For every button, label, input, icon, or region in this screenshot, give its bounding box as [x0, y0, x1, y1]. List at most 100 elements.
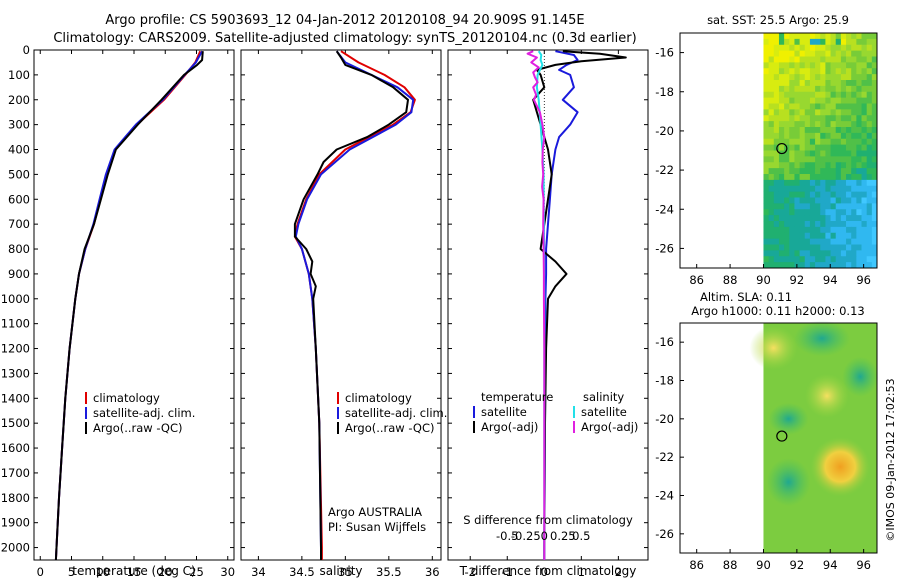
- sst-cell: [835, 91, 842, 99]
- sst-cell: [768, 144, 775, 151]
- lat-tick-label: -22: [655, 450, 674, 464]
- sst-cell: [825, 262, 831, 269]
- sst-cell: [784, 150, 790, 157]
- sst-cell: [799, 44, 806, 52]
- sst-cell: [789, 209, 795, 216]
- sst-cell: [784, 203, 790, 210]
- sst-cell: [763, 38, 770, 46]
- sst-cell: [840, 244, 847, 251]
- sst-cell: [871, 191, 878, 198]
- sst-cell: [815, 74, 821, 81]
- sst-cell: [866, 109, 873, 116]
- sst-cell: [773, 132, 780, 140]
- sst-cell: [763, 68, 770, 75]
- sst-cell: [778, 103, 785, 110]
- sst-cell: [846, 174, 852, 181]
- sla-anomaly-blob: [768, 402, 809, 435]
- sst-cell: [789, 168, 795, 175]
- sst-cell: [830, 80, 837, 87]
- depth-tick-label: 1500: [1, 416, 30, 430]
- sst-cell: [820, 238, 826, 245]
- depth-tick-label: 100: [8, 68, 30, 82]
- sst-cell: [846, 191, 852, 198]
- sst-cell: [825, 121, 831, 128]
- sst-cell: [851, 150, 857, 157]
- sst-cell: [778, 179, 785, 187]
- sst-cell: [846, 97, 852, 104]
- lon-tick-label: 90: [756, 558, 771, 572]
- sst-cell: [789, 38, 795, 46]
- sst-cell: [861, 262, 868, 269]
- sst-cell: [789, 215, 795, 222]
- sst-cell: [820, 226, 826, 234]
- sst-cell: [825, 162, 831, 169]
- sst-cell: [866, 221, 873, 228]
- sst-cell: [851, 244, 857, 251]
- sst-cell: [820, 262, 826, 269]
- sst-cell: [815, 44, 821, 52]
- sst-cell: [773, 68, 780, 75]
- sla-anomaly-blob: [810, 436, 871, 497]
- sst-cell: [871, 56, 878, 63]
- legend-label-t-argo: Argo(-adj): [481, 420, 538, 434]
- sst-cell: [825, 174, 831, 181]
- sst-cell: [763, 44, 770, 52]
- lon-tick-label: 86: [689, 273, 704, 287]
- sst-cell: [871, 74, 878, 81]
- sst-cell: [773, 109, 780, 116]
- salinity-series: [293, 50, 416, 560]
- sst-cell: [871, 232, 878, 240]
- sst-cell: [773, 197, 780, 204]
- sst-cell: [871, 109, 878, 116]
- sst-cell: [799, 203, 806, 210]
- sst-cell: [861, 44, 868, 52]
- sst-cell: [840, 262, 847, 269]
- sst-cell: [851, 109, 857, 116]
- sst-cell: [851, 185, 857, 193]
- sst-cell: [840, 80, 847, 87]
- sst-cell: [815, 209, 821, 216]
- sst-cell: [871, 244, 878, 251]
- sst-cell: [773, 115, 780, 122]
- sst-cell: [799, 215, 806, 222]
- sst-cell: [861, 150, 868, 157]
- lat-tick-label: -20: [655, 124, 674, 138]
- sst-cell: [768, 50, 775, 57]
- sst-cell: [830, 56, 837, 63]
- sst-cell: [815, 221, 821, 228]
- sst-cell: [768, 238, 775, 245]
- sst-cell: [820, 33, 826, 40]
- sst-cell: [815, 103, 821, 110]
- sst-cell: [835, 168, 842, 175]
- sst-cell: [768, 74, 775, 81]
- sst-cell: [866, 215, 873, 222]
- sst-cell: [768, 250, 775, 257]
- legend-swatch-s-satellite: [573, 406, 575, 418]
- sst-cell: [846, 215, 852, 222]
- sst-cell: [784, 62, 790, 69]
- lat-tick-label: -18: [655, 85, 674, 99]
- sst-cell: [851, 209, 857, 216]
- t-difference-axis-label: T difference from climatology: [459, 564, 637, 578]
- sst-cell: [768, 91, 775, 99]
- lat-tick-label: -22: [655, 163, 674, 177]
- sst-cell: [763, 244, 770, 251]
- sst-cell: [851, 127, 857, 134]
- legend-swatch-s-argo: [573, 421, 575, 433]
- sst-cell: [835, 232, 842, 240]
- legend-label-s-satellite: satellite: [581, 405, 627, 419]
- sst-cell: [835, 256, 842, 263]
- sst-cell: [799, 179, 806, 187]
- sst-cell: [830, 221, 837, 228]
- sst-cell: [763, 50, 770, 57]
- sst-cell: [784, 56, 790, 63]
- sst-cell: [851, 97, 857, 104]
- sst-cell: [856, 56, 862, 63]
- sst-cell: [799, 103, 806, 110]
- credit-argo-australia: Argo AUSTRALIA: [328, 505, 422, 519]
- sst-cell: [851, 162, 857, 169]
- sst-cell: [820, 74, 826, 81]
- sst-cell: [809, 56, 816, 63]
- sst-cell: [851, 238, 857, 245]
- sst-cell: [840, 127, 847, 134]
